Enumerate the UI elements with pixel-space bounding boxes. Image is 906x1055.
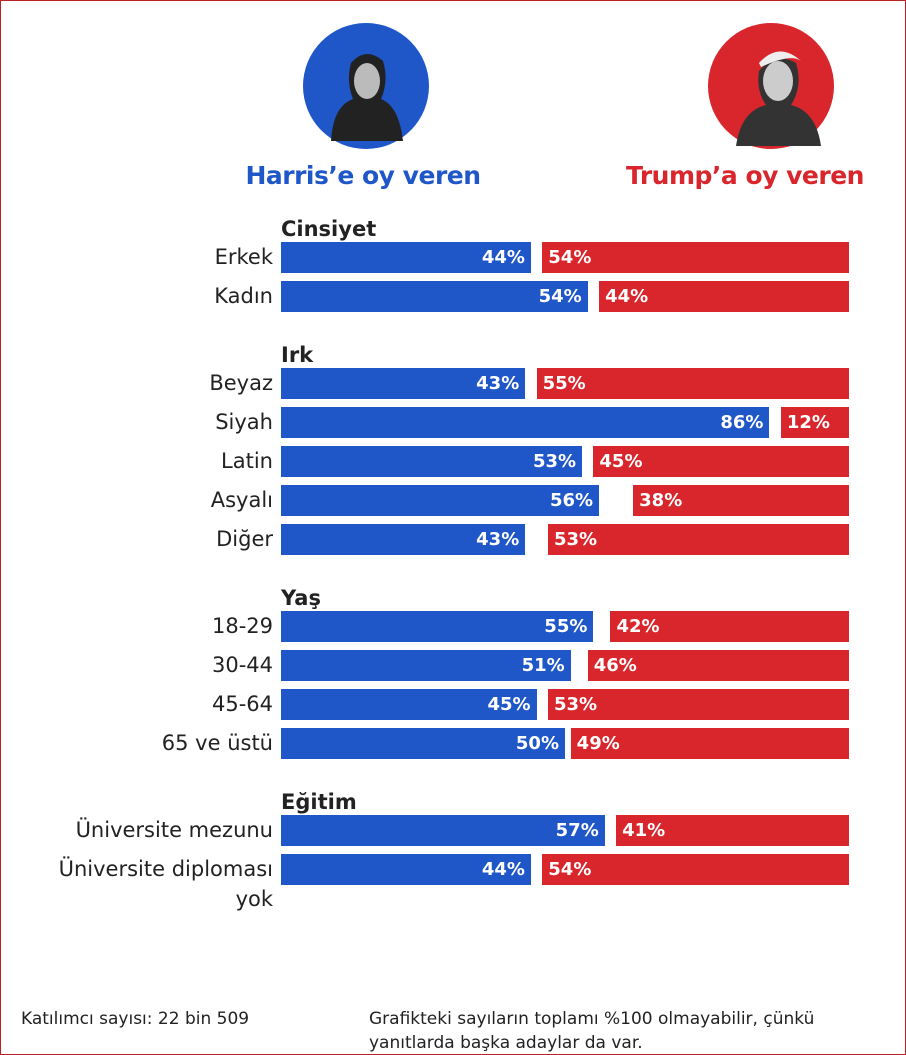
bar-trump xyxy=(587,650,849,681)
bar-trump xyxy=(547,524,849,555)
value-label: 56% xyxy=(549,490,594,511)
category-label: Latin xyxy=(221,449,273,473)
bar-harris xyxy=(281,407,770,438)
bar-trump xyxy=(536,368,849,399)
category-label: Siyah xyxy=(215,410,273,434)
value-label: 44% xyxy=(481,859,525,880)
legend-harris: Harris’e oy veren xyxy=(245,161,481,190)
value-label: 45% xyxy=(599,451,643,472)
bar-harris xyxy=(281,815,605,846)
value-label: 54% xyxy=(538,286,582,307)
bar-harris xyxy=(281,524,526,555)
category-label: Beyaz xyxy=(209,371,273,395)
group-title: Yaş xyxy=(281,586,321,610)
category-label: Erkek xyxy=(214,245,273,269)
value-label: 46% xyxy=(593,655,637,676)
bar-harris xyxy=(281,368,526,399)
bar-trump xyxy=(542,854,849,885)
value-label: 53% xyxy=(532,451,577,472)
value-label: 55% xyxy=(544,616,588,637)
category-label: Asyalı xyxy=(210,488,273,512)
bar-harris xyxy=(281,728,565,759)
bar-harris xyxy=(281,689,537,720)
category-label: 45-64 xyxy=(211,692,273,716)
value-label: 54% xyxy=(548,247,592,268)
value-label: 45% xyxy=(487,694,531,715)
harris-face xyxy=(354,63,380,99)
value-label: 86% xyxy=(720,412,764,433)
value-label: 49% xyxy=(576,733,620,754)
category-label: 30-44 xyxy=(211,653,273,677)
trump-hair xyxy=(759,51,801,67)
group-title: Cinsiyet xyxy=(281,217,377,241)
bar-harris xyxy=(281,485,600,516)
group-title: Eğitim xyxy=(281,790,357,814)
category-label: 18-29 xyxy=(211,614,273,638)
category-label: Kadın xyxy=(214,284,273,308)
value-label: 50% xyxy=(515,733,559,754)
value-label: 53% xyxy=(553,529,598,550)
sample-size: Katılımcı sayısı: 22 bin 509 xyxy=(21,1009,250,1029)
category-label: Üniversite mezunu xyxy=(75,818,273,842)
bar-harris xyxy=(281,650,571,681)
value-label: 55% xyxy=(542,373,586,394)
bar-harris xyxy=(281,281,588,312)
bar-trump xyxy=(780,407,849,438)
bar-trump xyxy=(593,446,849,477)
footnote: Grafikteki sayıların toplamı %100 olmaya… xyxy=(369,1009,815,1053)
value-label: 12% xyxy=(786,412,830,433)
bar-trump xyxy=(616,815,849,846)
category-label: Diğer xyxy=(216,527,273,551)
bar-trump xyxy=(599,281,849,312)
value-label: 44% xyxy=(605,286,649,307)
group-title: Irk xyxy=(281,343,314,367)
value-label: 38% xyxy=(639,490,683,511)
bar-trump xyxy=(610,611,849,642)
bar-trump xyxy=(547,689,849,720)
bar-harris xyxy=(281,854,531,885)
bar-trump xyxy=(570,728,849,759)
legend-trump: Trump’a oy veren xyxy=(626,161,864,190)
value-label: 44% xyxy=(481,247,525,268)
value-label: 51% xyxy=(521,655,565,676)
bar-harris xyxy=(281,611,594,642)
bar-harris xyxy=(281,242,531,273)
category-label: 65 ve üstü xyxy=(161,731,273,755)
value-label: 54% xyxy=(548,859,592,880)
portraits xyxy=(303,23,834,149)
trump-face xyxy=(763,61,793,101)
bar-harris xyxy=(281,446,583,477)
trump-silhouette xyxy=(736,58,821,146)
value-label: 41% xyxy=(622,820,666,841)
value-label: 43% xyxy=(476,529,520,550)
value-label: 42% xyxy=(616,616,660,637)
value-label: 43% xyxy=(476,373,520,394)
value-label: 57% xyxy=(555,820,599,841)
category-label: Üniversite diploması yok xyxy=(58,857,273,911)
bar-trump xyxy=(542,242,849,273)
value-label: 53% xyxy=(553,694,598,715)
bar-trump xyxy=(633,485,849,516)
